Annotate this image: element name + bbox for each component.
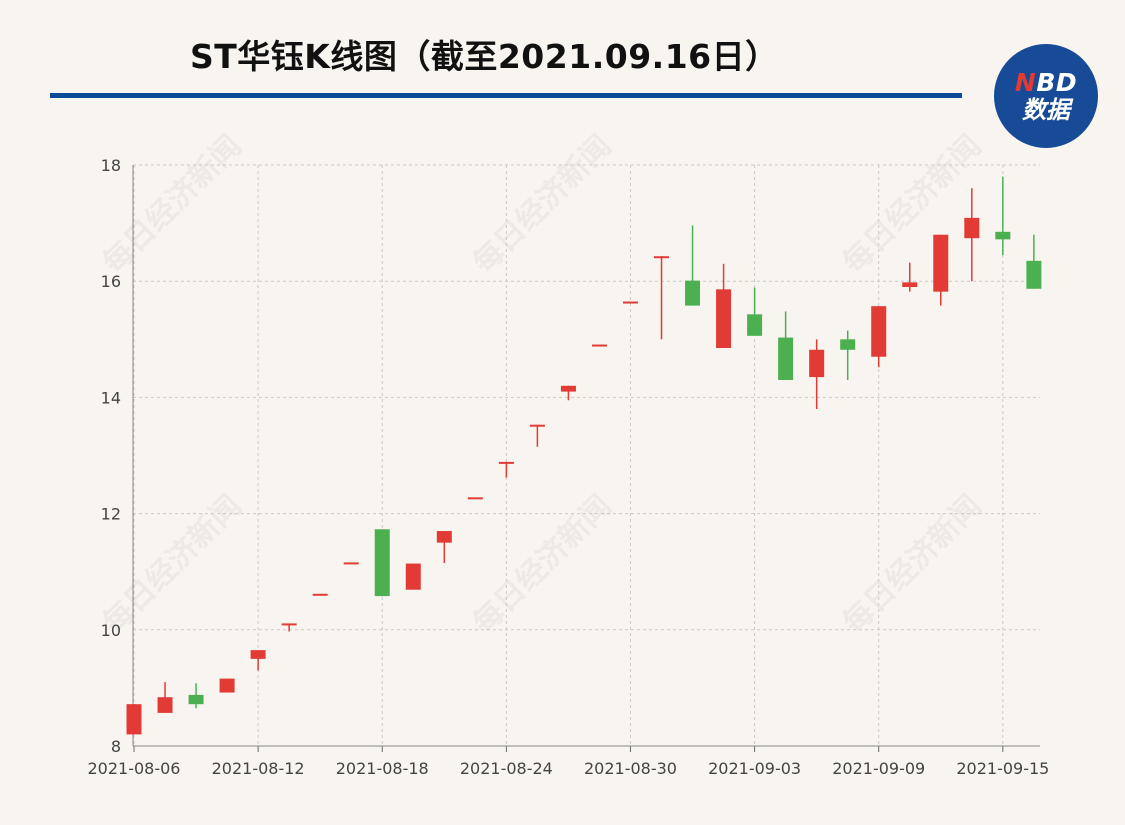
candle-body — [343, 562, 359, 565]
y-tick-label: 18 — [101, 156, 121, 175]
candle — [498, 461, 514, 478]
candle-body — [560, 385, 576, 392]
candle-body — [778, 337, 794, 380]
candle-body — [933, 234, 949, 292]
y-tick-label: 10 — [101, 621, 121, 640]
candle-body — [219, 678, 235, 693]
candle-body — [281, 623, 297, 626]
y-tick-label: 8 — [111, 737, 121, 756]
candle-body — [685, 280, 701, 306]
x-tick-label: 2021-08-30 — [584, 759, 677, 778]
candle-body — [498, 461, 514, 464]
candle — [591, 344, 607, 347]
x-tick-label: 2021-08-06 — [88, 759, 181, 778]
candle — [250, 650, 266, 671]
candle-body — [405, 563, 421, 590]
logo-bottom-text: 数据 — [1022, 95, 1070, 124]
candle-body — [250, 650, 266, 659]
candle-body — [747, 314, 763, 336]
x-tick-label: 2021-09-03 — [708, 759, 801, 778]
candle — [995, 176, 1011, 256]
candle-body — [871, 306, 887, 357]
candle-body — [654, 256, 670, 259]
candle-body — [312, 593, 328, 596]
candle-body — [529, 424, 545, 427]
logo-n-letter: N — [1014, 67, 1037, 97]
candle-body — [157, 697, 173, 713]
candle-body — [716, 289, 732, 349]
candle — [933, 234, 949, 306]
candle — [809, 339, 825, 410]
candle-body — [188, 694, 204, 705]
candle-body — [995, 231, 1011, 240]
candle-body — [126, 704, 142, 735]
logo-top-text: NBD — [1015, 69, 1077, 96]
y-tick-label: 12 — [101, 505, 121, 524]
candle-body — [840, 339, 856, 350]
candle — [467, 497, 483, 500]
candle — [343, 562, 359, 565]
candle — [312, 593, 328, 596]
x-tick-label: 2021-08-24 — [460, 759, 553, 778]
candle — [964, 188, 980, 282]
candle — [747, 287, 763, 336]
chart-axes: 8 10 12 14 16 18 2021-08-06 2021-08-12 2021-08-1… — [88, 156, 1050, 778]
candle — [188, 683, 204, 709]
candle-body — [902, 282, 918, 288]
candle — [374, 529, 390, 597]
y-tick-label: 16 — [101, 272, 121, 291]
title-underline — [50, 93, 962, 98]
x-tick-label: 2021-09-09 — [832, 759, 925, 778]
y-tick-label: 14 — [101, 388, 121, 407]
candle — [529, 424, 545, 447]
candle — [778, 311, 794, 380]
candle-body — [467, 497, 483, 500]
candle — [685, 225, 701, 306]
chart-title: ST华钰K线图（截至2021.09.16日） — [190, 37, 779, 76]
candle — [840, 330, 856, 380]
candle-body — [436, 531, 452, 543]
candle — [1026, 234, 1042, 289]
candle — [405, 563, 421, 590]
candle — [716, 263, 732, 349]
x-tick-label: 2021-09-15 — [956, 759, 1049, 778]
candle-body — [809, 349, 825, 378]
candle — [622, 301, 638, 304]
candles-group — [126, 176, 1042, 735]
candle — [871, 306, 887, 368]
nbd-logo: NBD 数据 — [994, 44, 1098, 148]
candle-body — [622, 301, 638, 304]
candle-body — [1026, 260, 1042, 289]
x-tick-label: 2021-08-12 — [212, 759, 305, 778]
candle-body — [374, 529, 390, 597]
candle-body — [591, 344, 607, 347]
candle — [560, 385, 576, 401]
candle-body — [964, 217, 980, 239]
candle — [126, 704, 142, 735]
candle — [902, 262, 918, 292]
chart-grid — [133, 164, 1040, 746]
candle — [281, 623, 297, 632]
candle — [157, 682, 173, 713]
candle — [219, 678, 235, 693]
candle — [436, 531, 452, 563]
logo-bd-letters: BD — [1036, 67, 1078, 97]
candle — [654, 256, 670, 340]
x-tick-label: 2021-08-18 — [336, 759, 429, 778]
